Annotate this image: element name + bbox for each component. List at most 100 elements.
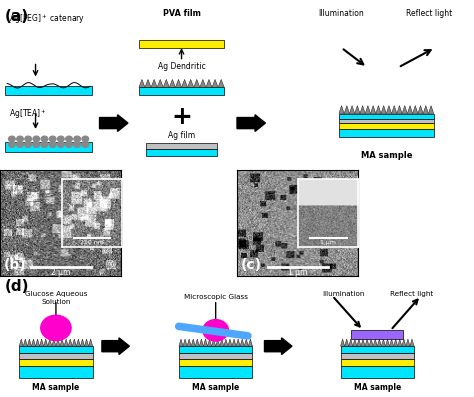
Polygon shape: [139, 79, 145, 87]
Polygon shape: [56, 339, 60, 346]
Polygon shape: [386, 106, 392, 114]
Polygon shape: [390, 339, 393, 346]
Polygon shape: [398, 339, 402, 346]
Polygon shape: [402, 106, 407, 114]
Text: (c): (c): [240, 258, 262, 272]
Bar: [340, 346, 414, 353]
Polygon shape: [224, 339, 228, 346]
Polygon shape: [228, 339, 232, 346]
Text: PVA film: PVA film: [163, 9, 201, 18]
Polygon shape: [191, 339, 195, 346]
Circle shape: [49, 136, 56, 142]
Polygon shape: [397, 106, 402, 114]
Polygon shape: [402, 339, 406, 346]
Polygon shape: [208, 339, 211, 346]
Text: 2 μm: 2 μm: [51, 268, 71, 277]
Circle shape: [41, 142, 48, 147]
Polygon shape: [418, 106, 423, 114]
Circle shape: [203, 320, 228, 341]
Bar: [19, 366, 92, 378]
Text: 1 μm: 1 μm: [320, 240, 337, 245]
Polygon shape: [36, 339, 40, 346]
FancyArrow shape: [237, 115, 265, 131]
Bar: [340, 353, 414, 359]
Polygon shape: [157, 79, 163, 87]
Polygon shape: [200, 79, 206, 87]
Polygon shape: [393, 339, 398, 346]
Text: Ag[PEG]$^+$ catenary: Ag[PEG]$^+$ catenary: [9, 12, 86, 26]
Bar: [139, 40, 224, 48]
Polygon shape: [89, 339, 92, 346]
Polygon shape: [212, 79, 218, 87]
Circle shape: [9, 136, 15, 142]
Text: Reflect light: Reflect light: [406, 9, 452, 18]
Text: MA sample: MA sample: [361, 151, 412, 160]
Text: Glucose Aqueous
Solution: Glucose Aqueous Solution: [25, 291, 87, 305]
Polygon shape: [248, 339, 252, 346]
Bar: [19, 353, 92, 359]
Text: 1 μm: 1 μm: [288, 268, 308, 277]
Bar: [146, 149, 217, 156]
Polygon shape: [60, 339, 64, 346]
Polygon shape: [163, 79, 169, 87]
Bar: [19, 346, 92, 353]
Polygon shape: [194, 79, 200, 87]
Polygon shape: [392, 106, 397, 114]
Polygon shape: [369, 339, 373, 346]
Polygon shape: [81, 339, 84, 346]
Polygon shape: [349, 106, 355, 114]
Text: Microscopic Glass: Microscopic Glass: [183, 294, 248, 300]
Bar: [179, 366, 252, 378]
Polygon shape: [72, 339, 76, 346]
Polygon shape: [183, 339, 187, 346]
Text: MA sample: MA sample: [32, 383, 80, 392]
Polygon shape: [84, 339, 89, 346]
Polygon shape: [31, 339, 36, 346]
Polygon shape: [76, 339, 81, 346]
FancyArrow shape: [100, 115, 128, 131]
Bar: [339, 129, 434, 137]
Circle shape: [41, 315, 71, 341]
Polygon shape: [376, 106, 381, 114]
Bar: [5, 86, 92, 95]
Polygon shape: [345, 339, 349, 346]
Circle shape: [57, 136, 64, 142]
Polygon shape: [371, 106, 376, 114]
Text: Reflect light: Reflect light: [390, 291, 433, 297]
Polygon shape: [52, 339, 56, 346]
Polygon shape: [382, 339, 385, 346]
Polygon shape: [365, 339, 369, 346]
Polygon shape: [68, 339, 72, 346]
Text: MA sample: MA sample: [192, 383, 239, 392]
Circle shape: [17, 142, 23, 147]
Bar: [339, 114, 434, 119]
Polygon shape: [151, 79, 157, 87]
Polygon shape: [203, 339, 208, 346]
Polygon shape: [23, 339, 27, 346]
Circle shape: [33, 136, 40, 142]
Text: Illumination: Illumination: [319, 9, 364, 18]
Polygon shape: [187, 339, 191, 346]
Polygon shape: [232, 339, 236, 346]
Polygon shape: [355, 106, 360, 114]
FancyArrow shape: [102, 338, 129, 355]
Text: Illumination: Illumination: [322, 291, 365, 297]
Polygon shape: [145, 79, 151, 87]
Polygon shape: [27, 339, 31, 346]
Circle shape: [33, 142, 40, 147]
Polygon shape: [19, 339, 23, 346]
Circle shape: [57, 142, 64, 147]
Circle shape: [49, 142, 56, 147]
Bar: [340, 366, 414, 378]
Text: Ag film: Ag film: [168, 131, 195, 140]
Circle shape: [82, 142, 89, 147]
Polygon shape: [360, 106, 365, 114]
Text: +: +: [171, 105, 192, 129]
Text: Ag[TEA]$^+$: Ag[TEA]$^+$: [9, 107, 47, 121]
Polygon shape: [413, 106, 418, 114]
Text: MA sample: MA sample: [354, 383, 401, 392]
Polygon shape: [381, 106, 386, 114]
Polygon shape: [44, 339, 48, 346]
Polygon shape: [195, 339, 200, 346]
Bar: [179, 359, 252, 366]
